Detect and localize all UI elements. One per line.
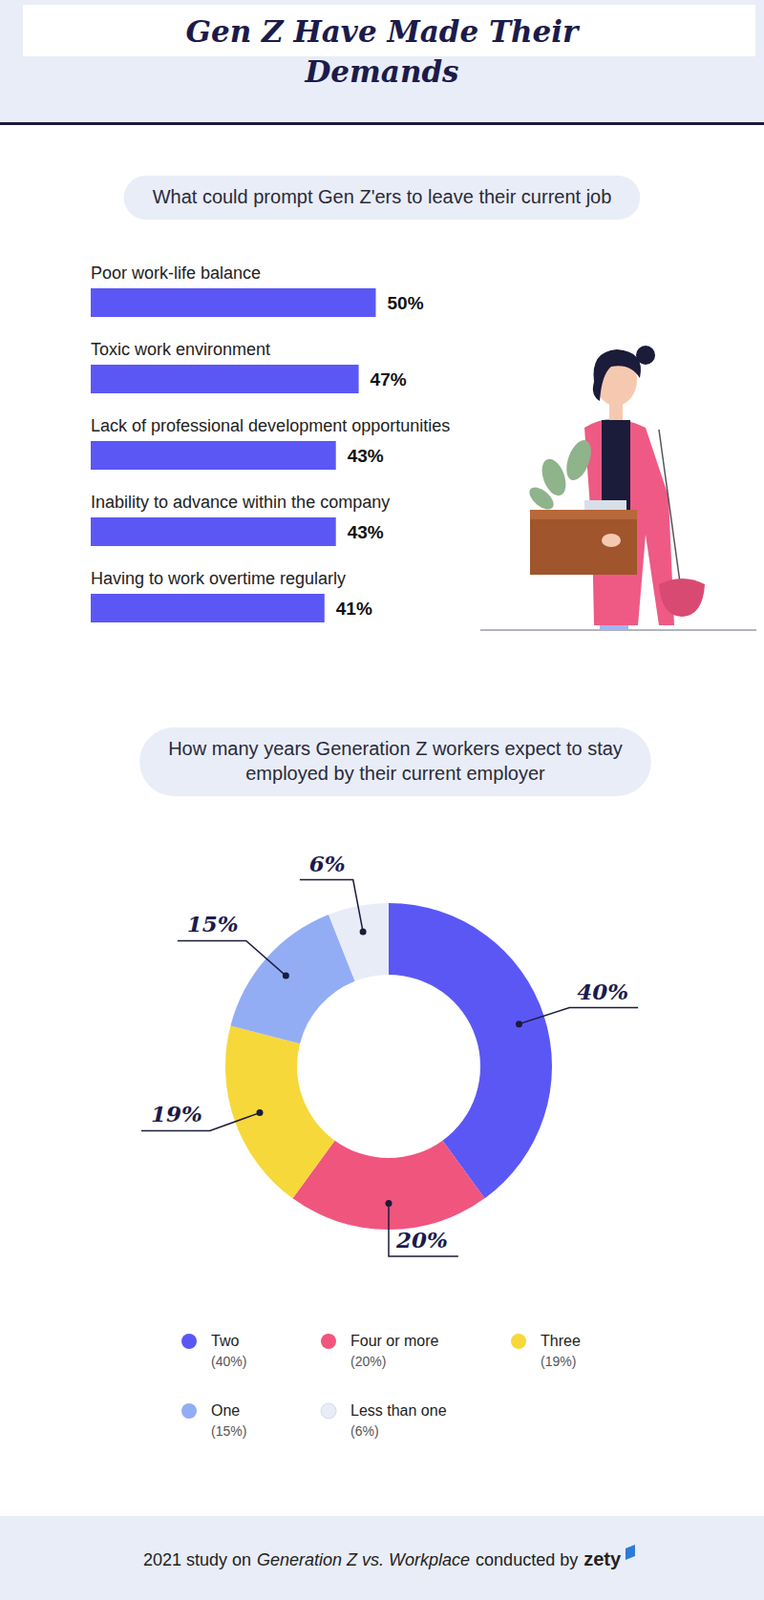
legend-label: Four or more: [350, 1333, 440, 1350]
box-top: [530, 509, 637, 520]
bars: [90, 288, 377, 623]
leader-line: [518, 1008, 638, 1025]
bar: [90, 364, 360, 394]
leader-dot: [515, 1020, 523, 1028]
footer-brand: zety: [583, 1549, 622, 1571]
illustration: [480, 345, 757, 631]
subtitle-pill: How many years Generation Z workers expe…: [139, 727, 652, 797]
data-label: 41%: [336, 598, 373, 619]
leader-dot: [282, 973, 290, 980]
legend-value: (19%): [540, 1354, 576, 1370]
data-label: 47%: [370, 369, 407, 390]
page-title: Gen Z Have Made TheirDemands: [186, 14, 582, 89]
footer-text: 2021 study on: [143, 1550, 252, 1571]
hand: [601, 533, 621, 548]
leader-line: [299, 880, 363, 934]
footer-study: Generation Z vs. Workplace: [256, 1550, 470, 1571]
donut: [225, 903, 552, 1231]
page: Gen Z Have Made TheirDemands What could p…: [0, 0, 764, 1600]
bag-strap: [658, 429, 680, 583]
data-label: 50%: [387, 293, 425, 314]
leader-line: [177, 940, 287, 977]
data-label: 43%: [347, 445, 384, 467]
header-rule: [0, 122, 764, 126]
content-panel: [0, 124, 764, 1517]
leader-dot: [385, 1200, 393, 1208]
hair: [593, 349, 641, 402]
chart-title: What could prompt Gen Z'ers to leave the…: [152, 186, 613, 208]
legend-swatch: [181, 1403, 197, 1420]
leader-dot: [360, 929, 367, 936]
legend-swatch: [320, 1334, 337, 1350]
footer-after: conducted by: [475, 1550, 578, 1571]
leader-dot: [255, 1109, 263, 1117]
legend: Two (40%) Four or more (20%) Three (19%) One (1…: [181, 1333, 581, 1440]
slice: [328, 903, 389, 982]
data-label: 6%: [309, 850, 346, 877]
bar: [90, 288, 377, 318]
box: [530, 509, 637, 575]
footer: 2021 study onGeneration Z vs. Workplacec…: [143, 1549, 622, 1571]
slice-labels: 40% 20% 19% 15% 6%: [141, 850, 638, 1257]
legend-label: Three: [540, 1333, 581, 1350]
brand-mark: [625, 1545, 636, 1561]
category-label: Toxic work environment: [90, 339, 271, 360]
subtitle-pill: What could prompt Gen Z'ers to leave the…: [124, 175, 641, 220]
category-label: Having to work overtime regularly: [90, 569, 346, 589]
bar: [90, 517, 337, 547]
data-label: 40%: [576, 978, 629, 1005]
bar: [90, 594, 325, 623]
category-label: Inability to advance within the company: [90, 492, 390, 512]
category-label: Poor work-life balance: [90, 263, 261, 283]
category-label: Lack of professional development opportu…: [90, 416, 450, 436]
hair-bun: [636, 345, 656, 365]
legend-label: Less than one: [350, 1402, 447, 1420]
title-box: [22, 4, 756, 57]
legend-value: (15%): [211, 1423, 247, 1440]
slices: [225, 903, 552, 1231]
legend-swatch: [181, 1334, 197, 1350]
slice: [388, 903, 552, 1199]
legend-label: Two: [211, 1333, 239, 1350]
leaf: [561, 437, 596, 485]
legend-value: (40%): [211, 1354, 247, 1370]
data-label: 15%: [187, 911, 239, 937]
data-label: 19%: [150, 1101, 203, 1127]
data-label: 20%: [395, 1227, 448, 1253]
legend-swatch: [510, 1334, 527, 1350]
leader-line: [388, 1204, 459, 1258]
bar: [90, 441, 337, 470]
subtitle-pill-bg: [139, 727, 652, 797]
legend-label: One: [211, 1402, 240, 1420]
chart-title: How many years Generation Z workers expe…: [168, 738, 623, 785]
bag: [658, 578, 705, 617]
slice: [225, 1025, 336, 1199]
background: [0, 0, 764, 1600]
legend-value: (6%): [350, 1423, 380, 1440]
leaf: [525, 483, 557, 514]
bar-labels: Poor work-life balance Toxic work environ…: [90, 263, 450, 619]
legend-swatch: [320, 1403, 337, 1420]
subtitle-pill-bg: [124, 175, 641, 220]
legend-value: (20%): [350, 1354, 386, 1370]
data-label: 43%: [347, 522, 384, 543]
